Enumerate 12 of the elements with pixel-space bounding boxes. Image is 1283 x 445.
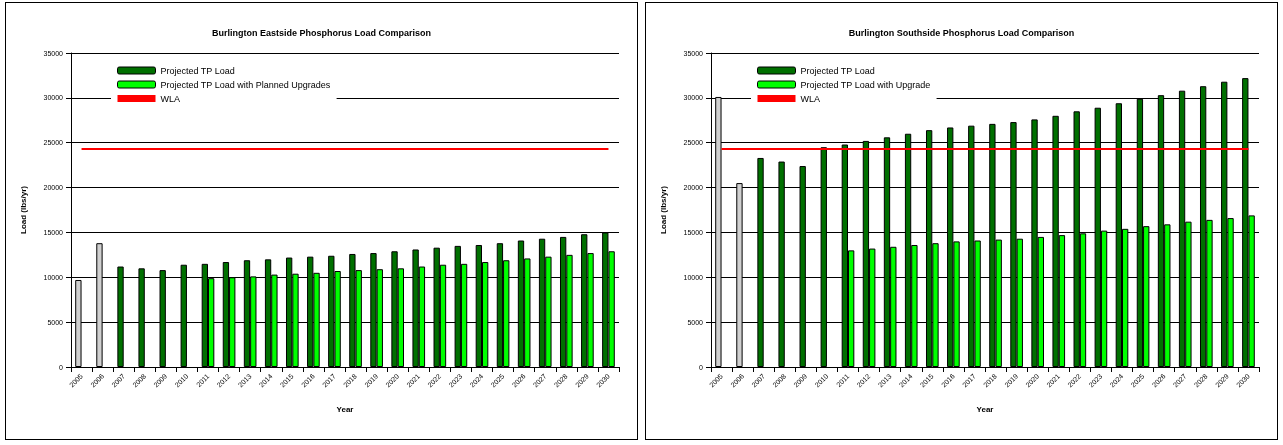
legend-label: Projected TP Load (160, 65, 235, 76)
legend-label: WLA (160, 93, 181, 104)
legend-label: WLA (800, 93, 821, 104)
y-axis-title: Load (lbs/yr) (658, 185, 668, 235)
legend-label: Projected TP Load with Upgrade (800, 79, 931, 90)
legend-label: Projected TP Load with Planned Upgrades (160, 79, 331, 90)
chart-title: Burlington Southside Phosphorus Load Comparison (848, 27, 1075, 38)
legend-label: Projected TP Load (800, 65, 875, 76)
y-axis-title: Load (lbs/yr) (18, 185, 28, 235)
x-axis-title: Year (336, 404, 354, 414)
x-axis-title: Year (976, 404, 994, 414)
chart-title: Burlington Eastside Phosphorus Load Comparison (211, 27, 432, 38)
